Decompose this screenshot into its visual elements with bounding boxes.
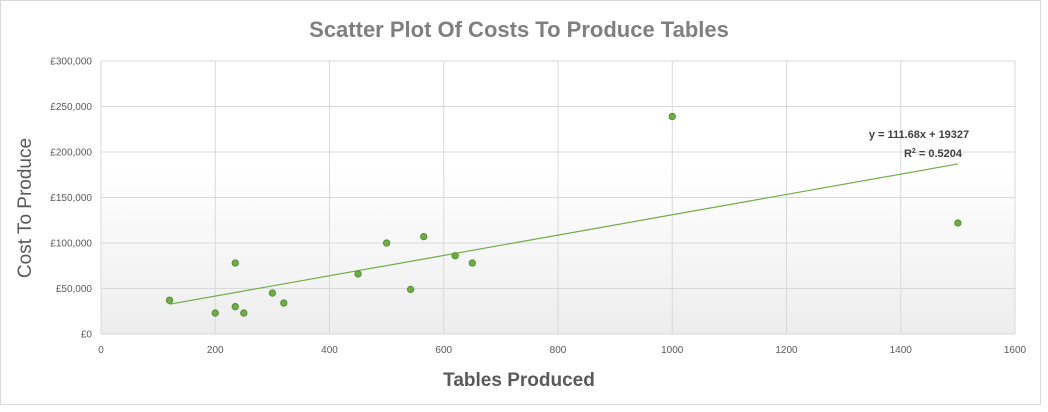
trendline	[169, 163, 958, 305]
x-tick-label: 600	[435, 345, 452, 356]
data-point	[231, 259, 239, 267]
data-point	[468, 259, 476, 267]
trendline-r-squared: R2 = 0.5204	[904, 148, 963, 160]
data-point	[382, 239, 391, 247]
data-points	[165, 112, 962, 317]
data-point	[211, 309, 219, 317]
y-axis-title: Cost To Produce	[15, 138, 36, 278]
data-point	[280, 299, 288, 307]
x-tick-label: 1600	[1004, 345, 1027, 356]
trendline-equation: y = 111.68x + 19327	[869, 129, 969, 141]
chart-title: Scatter Plot Of Costs To Produce Tables	[309, 17, 729, 42]
x-tick-label: 800	[550, 345, 567, 356]
trendline-group	[169, 163, 958, 305]
data-point	[406, 285, 415, 294]
data-point	[354, 270, 362, 278]
data-point	[420, 232, 428, 241]
x-tick-label: 1400	[890, 345, 913, 356]
x-tick-label: 400	[321, 345, 338, 356]
gridlines	[100, 60, 1016, 335]
x-axis-title: Tables Produced	[443, 370, 595, 391]
data-point	[668, 112, 676, 121]
x-tick-label: 0	[98, 345, 104, 356]
y-tick-label: £150,000	[50, 193, 92, 204]
data-point	[451, 252, 459, 260]
x-tick-label: 1200	[775, 345, 798, 356]
data-point	[954, 219, 962, 227]
data-point	[165, 296, 174, 304]
y-tick-label: £100,000	[50, 239, 92, 250]
y-axis-ticks: £0 £50,000 £100,000 £150,000 £200,000 £250,00…	[50, 57, 92, 341]
x-tick-label: 1000	[661, 345, 684, 356]
data-point	[231, 303, 239, 311]
y-tick-label: £200,000	[50, 148, 92, 159]
y-tick-label: £300,000	[50, 57, 92, 68]
x-axis-ticks: 0 200 400 600 800 1000 1200 1400 1600	[98, 345, 1026, 356]
y-tick-label: £50,000	[56, 284, 93, 295]
data-point	[240, 309, 248, 317]
y-tick-label: £0	[81, 330, 93, 341]
x-tick-label: 200	[207, 345, 224, 356]
data-point	[268, 289, 277, 297]
y-tick-label: £250,000	[50, 102, 92, 113]
